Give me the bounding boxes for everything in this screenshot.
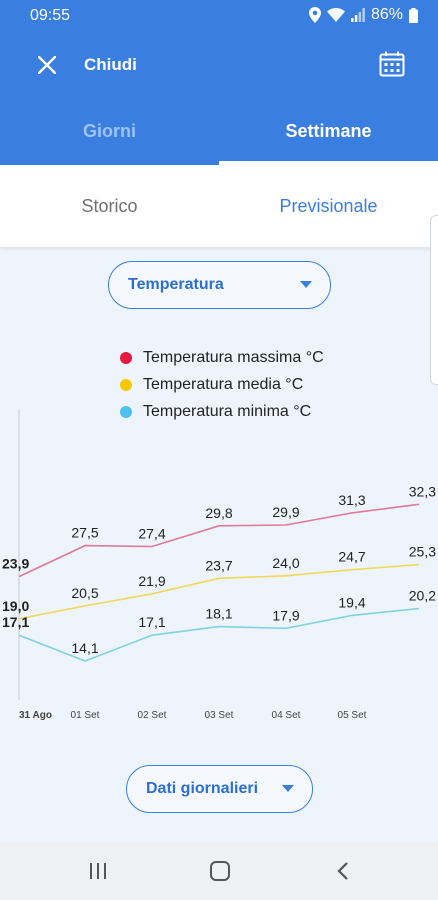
x-tick-label-2: 02 Set <box>138 710 167 721</box>
recents-icon <box>90 863 106 879</box>
signal-icon <box>350 8 365 22</box>
legend-dot-max <box>120 351 132 364</box>
wifi-icon <box>326 8 345 22</box>
data-label-mean-4: 24,0 <box>272 555 299 571</box>
data-label-min-1: 14,1 <box>71 640 98 656</box>
tab-giorni[interactable]: Giorni <box>83 121 136 141</box>
status-icons: 86% <box>308 6 418 24</box>
tab-settimane[interactable]: Settimane <box>285 121 372 141</box>
chart-legend: Temperatura massima °C Temperatura media… <box>120 344 324 425</box>
status-time: 09:55 <box>30 7 71 24</box>
data-label-mean-6: 25,3 <box>409 544 436 560</box>
metric-dropdown-label: Temperatura <box>128 276 224 293</box>
data-label-mean-1: 20,5 <box>71 585 98 601</box>
data-label-min-5: 19,4 <box>338 594 365 610</box>
status-bar: 09:55 86% <box>0 0 438 32</box>
legend-label-mean: Temperatura media °C <box>143 375 304 393</box>
legend-label-min: Temperatura minima °C <box>143 402 312 420</box>
data-label-min-0: 17,1 <box>2 614 29 630</box>
back-button[interactable] <box>328 856 358 886</box>
data-label-min-3: 18,1 <box>205 606 232 622</box>
dropdown-arrow-icon <box>300 281 312 288</box>
app-bar: Chiudi <box>0 32 438 98</box>
series-line-max <box>18 503 420 578</box>
calendar-button[interactable] <box>376 48 408 80</box>
recents-button[interactable] <box>83 856 113 886</box>
data-label-mean-3: 23,7 <box>205 557 232 573</box>
metric-dropdown[interactable]: Temperatura <box>108 261 331 309</box>
legend-dot-min <box>120 405 132 418</box>
dropdown-arrow-icon <box>282 785 294 792</box>
temperature-chart[interactable]: 23,9 27,5 27,4 29,8 29,9 31,3 32,3 19,0 20,5 21,9… <box>0 400 438 730</box>
home-button[interactable] <box>205 856 235 886</box>
data-label-max-1: 27,5 <box>71 525 98 541</box>
battery-level: 86% <box>370 6 403 23</box>
data-label-min-4: 17,9 <box>272 607 299 623</box>
period-tabs: Giorni Settimane <box>0 98 438 165</box>
data-label-max-2: 27,4 <box>138 526 165 542</box>
close-button[interactable] <box>32 50 62 80</box>
data-label-mean-0: 19,0 <box>2 598 29 614</box>
data-label-max-3: 29,8 <box>205 505 232 521</box>
home-icon <box>210 861 230 881</box>
data-label-max-6: 32,3 <box>409 483 436 499</box>
battery-icon <box>409 7 418 23</box>
x-tick-label-5: 05 Set <box>338 710 367 721</box>
legend-label-max: Temperatura massima °C <box>143 348 324 366</box>
calendar-icon <box>379 51 405 77</box>
tab-previsionale[interactable]: Previsionale <box>279 195 378 216</box>
back-icon <box>337 862 348 880</box>
data-type-dropdown[interactable]: Dati giornalieri <box>126 765 313 813</box>
data-type-dropdown-label: Dati giornalieri <box>146 780 259 797</box>
tab-storico[interactable]: Storico <box>81 195 138 216</box>
active-tab-indicator <box>219 161 438 165</box>
legend-dot-mean <box>120 378 132 391</box>
data-label-mean-2: 21,9 <box>138 573 165 589</box>
legend-item-min: Temperatura minima °C <box>120 398 324 425</box>
x-tick-label-3: 03 Set <box>205 710 234 721</box>
data-label-min-6: 20,2 <box>409 588 436 604</box>
legend-item-max: Temperatura massima °C <box>120 344 324 371</box>
legend-item-mean: Temperatura media °C <box>120 371 324 398</box>
side-panel-handle[interactable] <box>430 215 438 385</box>
x-tick-label-4: 04 Set <box>272 710 301 721</box>
x-tick-label-0: 31 Ago <box>19 710 52 721</box>
data-label-max-4: 29,9 <box>272 504 299 520</box>
series-line-mean <box>18 563 420 620</box>
data-label-mean-5: 24,7 <box>338 549 365 565</box>
mode-tabs: Storico Previsionale <box>0 165 438 247</box>
close-label[interactable]: Chiudi <box>84 55 137 74</box>
close-icon <box>38 56 56 74</box>
data-label-max-0: 23,9 <box>2 556 29 572</box>
location-icon <box>308 7 321 23</box>
series-line-min <box>18 607 420 662</box>
x-tick-label-1: 01 Set <box>71 710 100 721</box>
system-nav-bar <box>0 842 438 900</box>
data-label-max-5: 31,3 <box>338 492 365 508</box>
data-label-min-2: 17,1 <box>138 614 165 630</box>
